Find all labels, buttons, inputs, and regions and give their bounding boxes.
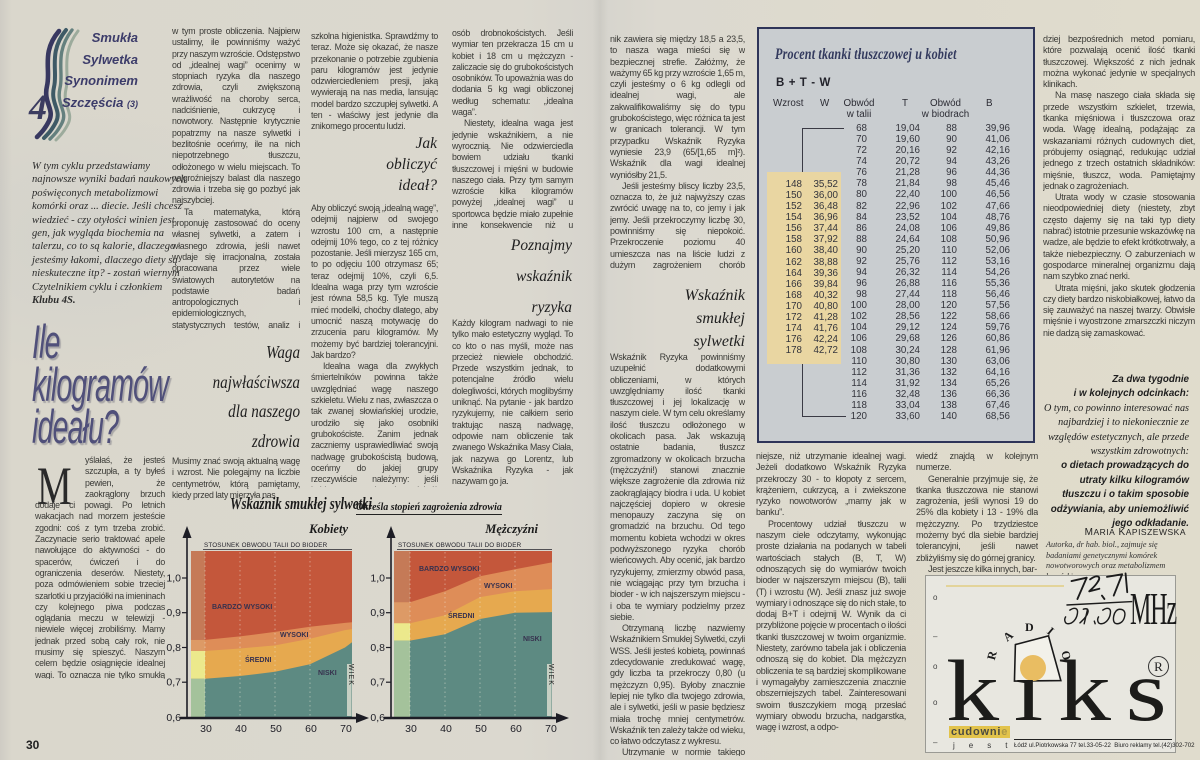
svg-text:60: 60	[305, 723, 317, 735]
svg-text:0,7: 0,7	[166, 677, 181, 689]
svg-text:40: 40	[440, 723, 452, 735]
svg-text:ŚREDNI: ŚREDNI	[245, 655, 272, 664]
svg-text:60: 60	[510, 723, 522, 735]
svg-text:ŚREDNI: ŚREDNI	[448, 611, 475, 620]
svg-text:30: 30	[200, 723, 212, 735]
svg-text:STOSUNEK OBWODU TALII DO BIODE: STOSUNEK OBWODU TALII DO BIODER	[398, 542, 522, 549]
svg-text:1,0: 1,0	[166, 573, 181, 585]
svg-text:NISKI: NISKI	[318, 670, 337, 677]
svg-text:NISKI: NISKI	[523, 636, 542, 643]
svg-text:0,8: 0,8	[370, 642, 385, 654]
svg-text:40: 40	[235, 723, 247, 735]
svg-text:STOSUNEK OBWODU TALII DO BIODE: STOSUNEK OBWODU TALII DO BIODER	[204, 542, 328, 549]
svg-text:WIEK: WIEK	[547, 664, 554, 686]
svg-text:50: 50	[270, 723, 282, 735]
svg-text:1,0: 1,0	[370, 573, 385, 585]
svg-text:70: 70	[545, 723, 557, 735]
svg-text:0,9: 0,9	[166, 607, 181, 619]
svg-text:30: 30	[405, 723, 417, 735]
svg-text:70: 70	[340, 723, 352, 735]
svg-text:0,9: 0,9	[370, 607, 385, 619]
svg-text:0,6: 0,6	[370, 712, 385, 724]
svg-text:WYSOKI: WYSOKI	[484, 583, 512, 590]
svg-text:BARDZO WYSOKI: BARDZO WYSOKI	[419, 566, 479, 573]
svg-text:WIEK: WIEK	[347, 664, 354, 686]
svg-text:BARDZO WYSOKI: BARDZO WYSOKI	[212, 604, 272, 611]
svg-text:0,6: 0,6	[166, 712, 181, 724]
svg-text:0,8: 0,8	[166, 642, 181, 654]
svg-text:WYSOKI: WYSOKI	[280, 632, 308, 639]
svg-text:4: 4	[28, 87, 47, 127]
svg-text:50: 50	[475, 723, 487, 735]
svg-text:0,7: 0,7	[370, 677, 385, 689]
